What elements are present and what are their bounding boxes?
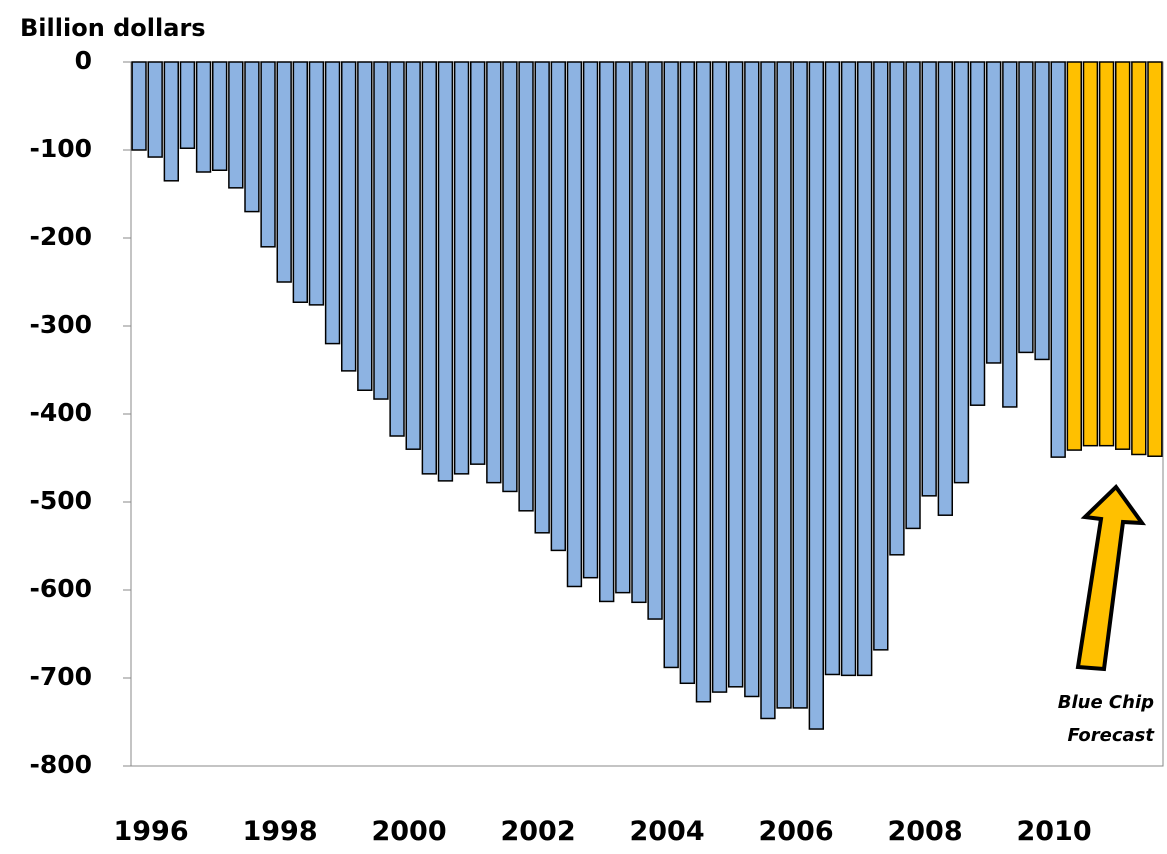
y-axis-label: Billion dollars xyxy=(20,14,206,42)
bar xyxy=(599,61,615,603)
bar xyxy=(421,61,437,475)
bar xyxy=(631,61,647,604)
bar xyxy=(889,61,905,556)
x-tick-label: 2000 xyxy=(371,816,446,847)
bar xyxy=(470,61,486,465)
bar xyxy=(1115,61,1131,450)
bar xyxy=(518,61,534,512)
bar xyxy=(308,61,325,306)
bar xyxy=(341,61,357,372)
bar xyxy=(824,61,841,676)
bar xyxy=(582,61,599,579)
forecast-arrow xyxy=(1075,483,1147,672)
y-tick-label: 0 xyxy=(75,46,92,75)
bar xyxy=(744,61,760,698)
bar xyxy=(1066,61,1082,451)
bar xyxy=(679,61,695,685)
bar xyxy=(131,61,147,151)
bar xyxy=(276,61,292,283)
bar xyxy=(1131,61,1147,456)
bar xyxy=(534,61,550,534)
y-tick-label: -600 xyxy=(29,574,92,603)
bar xyxy=(147,61,163,158)
x-tick-label: 2006 xyxy=(758,816,833,847)
bar xyxy=(324,61,341,345)
bar xyxy=(405,61,421,450)
x-tick-label: 1996 xyxy=(113,816,188,847)
bar xyxy=(695,61,712,703)
annotation: Blue Chip xyxy=(1058,692,1154,713)
bar xyxy=(969,61,986,406)
bar xyxy=(1082,61,1099,447)
bar xyxy=(792,61,808,709)
bar xyxy=(647,61,663,620)
bar xyxy=(373,61,389,400)
bar xyxy=(905,61,921,530)
bar xyxy=(840,61,857,677)
bar xyxy=(986,61,1002,364)
bar xyxy=(486,61,502,484)
bar xyxy=(728,61,744,688)
bar xyxy=(1147,61,1163,457)
bar xyxy=(228,61,244,189)
x-tick-label: 2008 xyxy=(887,816,962,847)
bar xyxy=(760,61,776,720)
bar xyxy=(1098,61,1115,447)
bar xyxy=(921,61,937,497)
bar xyxy=(389,61,405,437)
bar xyxy=(453,61,470,475)
bar xyxy=(1018,61,1034,354)
annotation: Forecast xyxy=(1068,725,1156,746)
y-tick-label: -400 xyxy=(29,398,92,427)
bar xyxy=(163,61,179,182)
bar xyxy=(566,61,583,588)
bar xyxy=(437,61,454,482)
bar xyxy=(615,61,631,594)
y-tick-label: -800 xyxy=(29,750,92,779)
x-tick-label: 2004 xyxy=(629,816,704,847)
x-tick-label: 1998 xyxy=(242,816,317,847)
bar xyxy=(663,61,679,669)
y-tick-label: -300 xyxy=(29,310,92,339)
y-tick-label: -700 xyxy=(29,662,92,691)
bar xyxy=(195,61,212,173)
bar xyxy=(711,61,728,693)
bar xyxy=(212,61,228,171)
y-tick-label: -100 xyxy=(29,134,92,163)
y-tick-label: -500 xyxy=(29,486,92,515)
bar xyxy=(1034,61,1050,361)
bar xyxy=(244,61,260,213)
bar xyxy=(776,61,792,709)
x-tick-label: 2002 xyxy=(500,816,575,847)
bar xyxy=(1002,61,1018,408)
bar xyxy=(873,61,889,651)
bar xyxy=(260,61,276,248)
bar xyxy=(1050,61,1066,458)
bar xyxy=(550,61,566,552)
bar xyxy=(357,61,373,391)
bar xyxy=(179,61,196,149)
bar xyxy=(502,61,518,493)
bar xyxy=(292,61,308,303)
bar xyxy=(953,61,970,484)
x-tick-label: 2010 xyxy=(1016,816,1091,847)
bar xyxy=(937,61,953,516)
bar xyxy=(808,61,824,730)
bar xyxy=(857,61,873,677)
y-tick-label: -200 xyxy=(29,222,92,251)
